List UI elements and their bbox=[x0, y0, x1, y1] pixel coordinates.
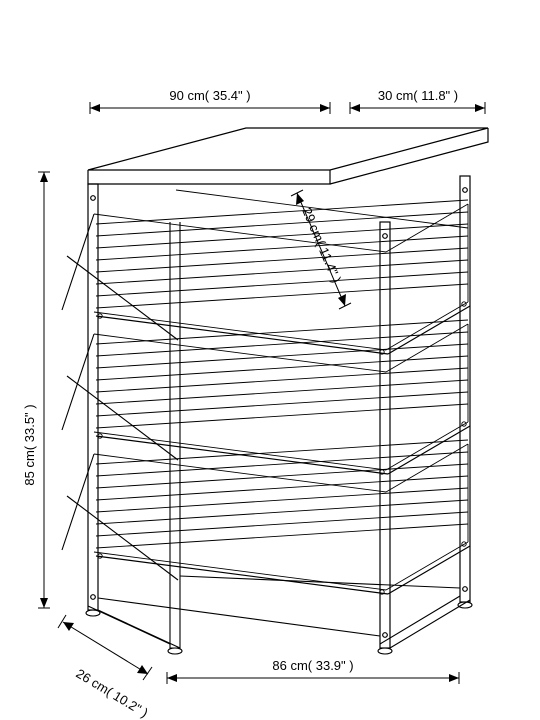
side-rails-left bbox=[62, 214, 180, 648]
feet bbox=[86, 602, 472, 654]
dim-base-width: 86 cm( 33.9" ) bbox=[167, 658, 459, 684]
tier-2 bbox=[94, 320, 470, 474]
tier-3 bbox=[94, 440, 470, 594]
shoe-rack-diagram: 85 cm( 33.5" ) 90 cm( 35.4" ) 30 cm( 11.… bbox=[0, 0, 540, 720]
dim-height-label: 85 cm( 33.5" ) bbox=[22, 404, 37, 485]
lower-rails bbox=[98, 576, 460, 636]
rack-structure bbox=[62, 128, 488, 654]
dim-base-width-label: 86 cm( 33.9" ) bbox=[272, 658, 353, 673]
dim-depth-top-label: 30 cm( 11.8" ) bbox=[378, 88, 458, 103]
dim-depth-top: 30 cm( 11.8" ) bbox=[350, 88, 485, 114]
dim-width-top: 90 cm( 35.4" ) bbox=[90, 88, 330, 114]
top-board bbox=[88, 128, 488, 184]
dim-width-top-label: 90 cm( 35.4" ) bbox=[169, 88, 250, 103]
leg-back-left bbox=[170, 222, 180, 648]
tier-1 bbox=[94, 190, 470, 354]
dim-base-depth: 26 cm( 10.2" ) bbox=[58, 615, 152, 720]
dim-base-depth-label: 26 cm( 10.2" ) bbox=[73, 666, 150, 720]
leg-back-right bbox=[460, 176, 470, 602]
side-rails-right bbox=[380, 596, 470, 648]
dim-height-left: 85 cm( 33.5" ) bbox=[22, 172, 50, 608]
